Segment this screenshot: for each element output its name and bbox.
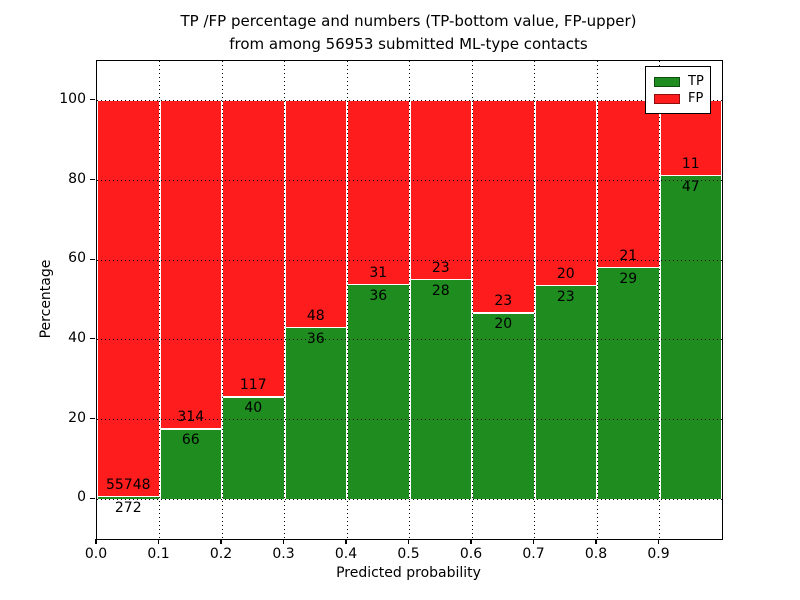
legend-item: FP: [654, 90, 704, 107]
legend: TP FP: [645, 66, 711, 114]
x-tick-mark: [657, 539, 660, 545]
x-gridline: [534, 61, 535, 539]
x-tick-mark: [407, 539, 410, 545]
x-tick-mark: [345, 539, 347, 545]
tp-count-label: 20: [494, 316, 513, 333]
legend-item: TP: [654, 73, 704, 90]
x-tick-mark: [470, 539, 472, 545]
fp-bar-segment: [410, 100, 471, 279]
tp-count-label: 29: [619, 270, 638, 287]
y-tick-mark: [89, 417, 95, 420]
fp-bar-segment: [98, 100, 159, 496]
tp-count-label: 47: [681, 178, 700, 195]
fp-bar-segment: [598, 100, 659, 267]
x-tick-label: 0.7: [522, 546, 545, 562]
x-gridline: [346, 61, 348, 539]
tp-count-label: 28: [431, 282, 450, 299]
fp-bar-segment: [473, 100, 534, 313]
fp-count-label: 55748: [105, 476, 151, 493]
tp-bar-segment: [285, 328, 346, 500]
x-gridline: [159, 61, 160, 539]
x-tick-label: 0.8: [584, 546, 608, 562]
tp-count-label: 23: [556, 288, 575, 305]
x-tick-label: 0.6: [459, 546, 483, 562]
y-tick-label: 80: [68, 170, 86, 187]
y-tick-mark: [89, 497, 95, 499]
x-tick-mark: [595, 539, 597, 545]
y-tick-label: 20: [68, 409, 86, 426]
x-gridline: [221, 61, 223, 539]
chart-title-line1: TP /FP percentage and numbers (TP-bottom…: [180, 12, 637, 30]
x-tick-mark: [157, 539, 160, 545]
tp-count-label: 40: [244, 400, 263, 417]
x-tick-label: 0.5: [397, 546, 420, 562]
x-gridline: [284, 61, 285, 539]
tp-bar-segment: [473, 313, 534, 500]
tp-bar-segment: [348, 285, 409, 500]
fp-count-label: 11: [681, 155, 700, 172]
x-tick-mark: [282, 539, 285, 545]
x-tick-label: 0.2: [209, 546, 233, 562]
fp-count-label: 48: [306, 307, 325, 324]
fp-bar-segment: [535, 100, 596, 285]
y-tick-label: 100: [59, 90, 86, 107]
tp-bar-segment: [98, 497, 159, 500]
y-axis-title: Percentage: [38, 259, 54, 339]
tp-bar-segment: [535, 286, 596, 500]
legend-label: FP: [688, 91, 704, 106]
tp-bar-segment: [223, 397, 284, 500]
fp-bar-segment: [160, 100, 221, 429]
y-tick-mark: [89, 178, 95, 181]
fp-count-label: 117: [239, 377, 267, 394]
x-tick-mark: [95, 539, 97, 545]
tp-bar-segment: [410, 280, 471, 500]
tp-count-label: 66: [181, 432, 200, 449]
fp-count-label: 21: [619, 247, 638, 264]
fp-count-label: 314: [177, 409, 205, 426]
x-tick-label: 0.3: [272, 546, 295, 562]
x-tick-label: 0.1: [147, 546, 170, 562]
fp-bar-segment: [223, 100, 284, 397]
tp-count-label: 36: [306, 330, 325, 347]
x-tick-label: 0.4: [334, 546, 358, 562]
y-tick-mark: [89, 258, 95, 260]
tp-bar-segment: [598, 268, 659, 500]
fp-count-label: 23: [431, 259, 450, 276]
legend-swatch-tp: [654, 76, 680, 87]
fp-bar-segment: [285, 100, 346, 327]
x-gridline: [596, 61, 598, 539]
x-tick-label: 0.0: [84, 546, 108, 562]
chart-title: TP /FP percentage and numbers (TP-bottom…: [96, 10, 721, 56]
x-tick-label: 0.9: [647, 546, 670, 562]
fp-count-label: 23: [494, 293, 513, 310]
plot-area: 55748 272 314 66 117 40 48 36 31 36 23 28 23 20 20 23 21…: [96, 60, 723, 540]
y-tick-label: 0: [77, 489, 86, 506]
tp-count-label: 272: [114, 499, 142, 516]
x-tick-mark: [532, 539, 535, 545]
tp-bar-segment: [660, 176, 721, 500]
tp-bar-segment: [160, 429, 221, 500]
x-gridline: [409, 61, 410, 539]
fp-count-label: 20: [556, 265, 575, 282]
legend-label: TP: [688, 74, 704, 89]
fp-count-label: 31: [369, 264, 388, 281]
x-axis-title: Predicted probability: [336, 565, 481, 581]
x-gridline: [659, 61, 660, 539]
fp-bar-segment: [348, 100, 409, 284]
legend-swatch-fp: [654, 93, 680, 104]
chart-title-line2: from among 56953 submitted ML-type conta…: [229, 35, 588, 53]
x-tick-mark: [220, 539, 222, 545]
y-tick-label: 60: [68, 250, 86, 267]
y-tick-mark: [89, 338, 95, 340]
x-gridline: [471, 61, 473, 539]
tp-count-label: 36: [369, 287, 388, 304]
y-tick-label: 40: [68, 329, 86, 346]
y-tick-mark: [89, 99, 95, 101]
